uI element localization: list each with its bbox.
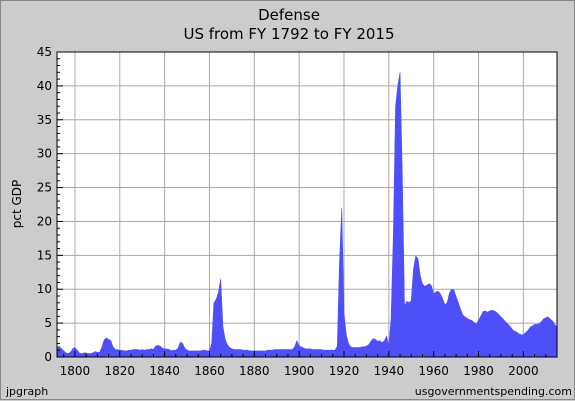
x-tick-label: 1920	[329, 364, 360, 378]
chart-subtitle: US from FY 1792 to FY 2015	[183, 25, 394, 43]
footer-left-credit: jpgraph	[5, 385, 48, 398]
y-tick-label: 30	[37, 147, 52, 161]
y-tick-label: 5	[44, 316, 52, 330]
plot-area	[56, 51, 558, 358]
y-tick-label: 45	[37, 45, 52, 59]
x-tick-label: 1840	[149, 364, 180, 378]
x-tick-label: 2000	[508, 364, 539, 378]
x-tick-label: 1900	[284, 364, 315, 378]
x-tick-label: 1880	[239, 364, 270, 378]
y-tick-label: 40	[37, 79, 52, 93]
y-tick-label: 25	[37, 181, 52, 195]
x-axis-ticks: 1800 1820 1840 1860 1880 1900 1920 1940 1960 1980…	[60, 351, 539, 378]
x-tick-label: 1800	[60, 364, 91, 378]
y-tick-label: 0	[44, 350, 52, 364]
y-tick-label: 15	[37, 248, 52, 262]
defense-area-series	[56, 72, 558, 358]
footer-right-credit: usgovernmentspending.com	[415, 385, 572, 398]
x-tick-label: 1860	[194, 364, 225, 378]
x-tick-label: 1980	[463, 364, 494, 378]
y-tick-label: 20	[37, 214, 52, 228]
x-tick-label: 1940	[374, 364, 405, 378]
y-tick-label: 35	[37, 113, 52, 127]
y-axis-label: pct GDP	[10, 180, 24, 229]
x-tick-label: 1820	[105, 364, 136, 378]
y-axis-ticks: 0 5 10 15 20 25 30 35 40 45	[37, 45, 63, 364]
y-tick-label: 10	[37, 282, 52, 296]
grid-lines	[57, 52, 557, 357]
chart-title: Defense	[258, 6, 320, 24]
x-tick-label: 1960	[418, 364, 449, 378]
plot-border	[56, 51, 558, 358]
